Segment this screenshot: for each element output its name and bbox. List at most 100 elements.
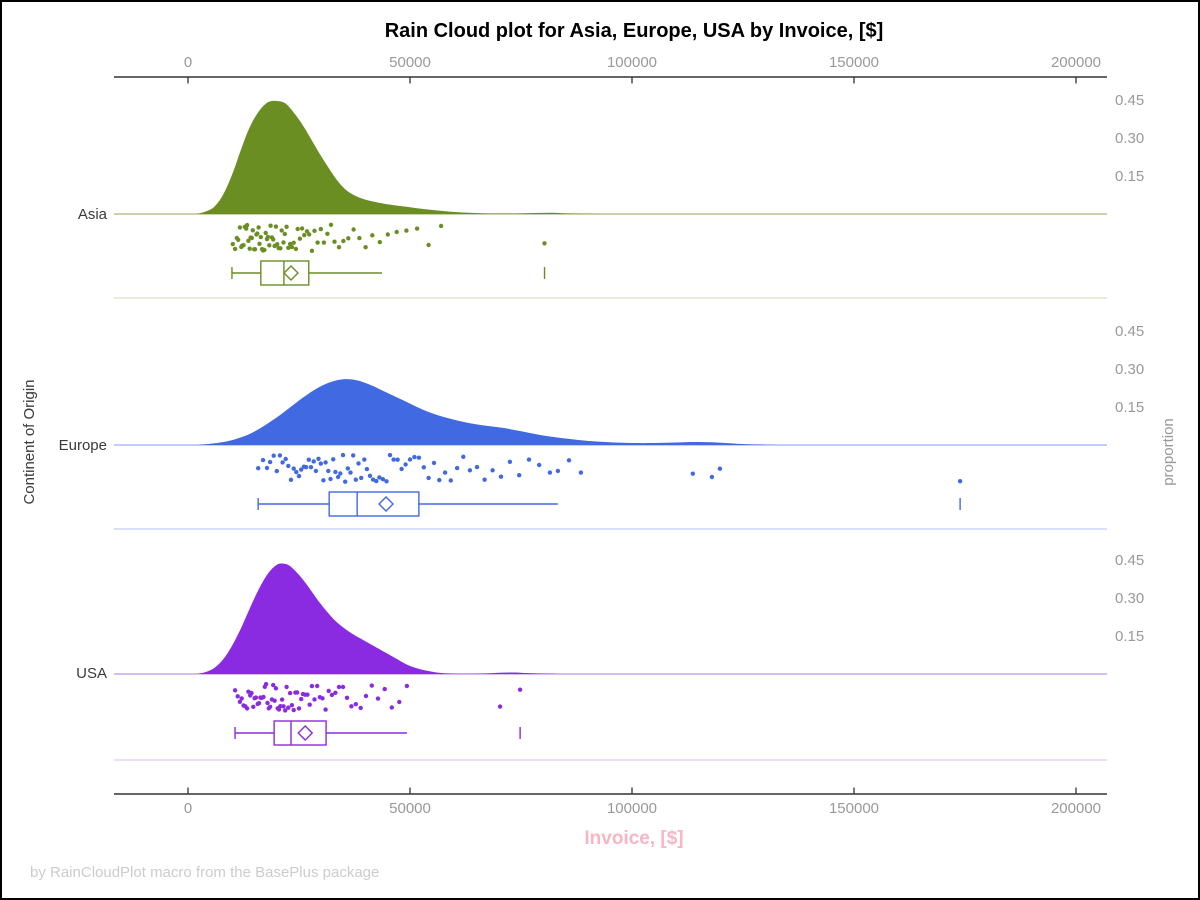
rain-point	[271, 237, 276, 242]
rain-point	[244, 226, 249, 231]
rain-point	[235, 694, 240, 699]
rain-point	[335, 474, 341, 480]
rain-point	[256, 225, 261, 230]
rain-point	[333, 469, 338, 475]
rain-point	[331, 457, 336, 462]
rain-point	[267, 243, 272, 248]
proportion-tick-europe-015: 0.15	[1115, 399, 1145, 416]
box-plot-usa	[234, 720, 521, 746]
x-axis-top-tick-150000: 150000	[828, 54, 880, 71]
rain-point	[318, 461, 323, 466]
rain-point	[426, 242, 431, 248]
rain-point	[274, 468, 279, 474]
rain-point	[263, 230, 268, 236]
density-area-europe	[196, 379, 783, 445]
rain-point	[321, 240, 327, 245]
rain-point	[293, 246, 299, 252]
rain-point	[364, 466, 370, 472]
rain-point	[325, 231, 330, 236]
rain-point	[323, 707, 328, 712]
category-label-usa: USA	[76, 665, 107, 682]
rain-point	[348, 470, 353, 475]
rain-point	[340, 684, 346, 690]
rain-point	[313, 468, 319, 474]
rain-point	[271, 453, 276, 458]
rain-point	[308, 465, 314, 470]
rain-point	[482, 477, 487, 482]
rain-point	[278, 704, 283, 709]
rain-point	[359, 475, 364, 481]
rain-point	[389, 705, 394, 710]
proportion-tick-usa-015: 0.15	[1115, 628, 1145, 645]
rain-point	[431, 460, 437, 466]
x-axis-title: Invoice, [$]	[584, 828, 684, 849]
rain-point	[237, 225, 243, 230]
rain-point	[357, 235, 362, 241]
rain-point	[526, 457, 532, 462]
rain-point	[382, 686, 387, 692]
proportion-tick-europe-045: 0.45	[1115, 323, 1145, 340]
rain-point	[258, 234, 263, 240]
rain-point	[295, 690, 300, 695]
rain-point	[302, 232, 307, 238]
rain-point	[321, 478, 326, 483]
rain-point	[280, 460, 285, 465]
rain-point	[249, 235, 255, 241]
rain-point	[363, 245, 368, 250]
y2-axis-title: proportion	[1160, 418, 1177, 486]
rain-point	[279, 228, 284, 233]
rain-point	[690, 471, 695, 476]
rain-point	[323, 460, 328, 465]
rain-point	[267, 459, 273, 465]
rain-point	[261, 694, 266, 700]
rain-point	[351, 227, 356, 232]
rain-point	[249, 690, 254, 696]
rain-point	[498, 474, 504, 479]
rain-point	[312, 228, 317, 233]
rain-point	[267, 704, 273, 709]
rain-point	[281, 704, 286, 709]
rain-point	[244, 222, 250, 228]
rain-point	[286, 705, 291, 710]
panel-asia	[114, 100, 1107, 299]
proportion-tick-usa-045: 0.45	[1115, 552, 1145, 569]
rain-point	[299, 467, 304, 472]
rain-point	[247, 246, 252, 251]
rain-point	[283, 708, 288, 713]
x-axis-bottom-tick-0: 0	[183, 800, 193, 817]
rain-point	[340, 452, 346, 458]
rain-point	[315, 240, 320, 245]
rain-point	[391, 457, 396, 462]
proportion-tick-asia-015: 0.15	[1115, 168, 1145, 185]
rain-point	[537, 462, 542, 468]
rain-point	[353, 702, 358, 707]
rain-point	[241, 243, 246, 248]
mean-diamond	[378, 496, 395, 512]
rain-point	[281, 240, 286, 245]
rain-point	[358, 705, 363, 711]
rain-point	[377, 239, 382, 245]
rain-point	[288, 477, 294, 482]
rain-point	[256, 701, 262, 706]
rain-point	[497, 704, 503, 709]
rain-point	[356, 461, 361, 466]
rain-point	[438, 223, 444, 229]
x-axis-top-tick-200000: 200000	[1050, 54, 1102, 71]
rain-point	[282, 231, 287, 237]
rain-point	[507, 459, 513, 464]
rain-point	[344, 695, 350, 700]
rain-point	[437, 477, 442, 483]
rain-point	[380, 477, 386, 482]
rain-point	[395, 457, 400, 462]
rain-point	[304, 229, 310, 234]
rain-point	[273, 686, 279, 691]
rain-point	[255, 231, 260, 236]
rain-point	[279, 697, 285, 702]
rain-point	[295, 226, 300, 232]
box-plot-europe	[257, 491, 961, 517]
rain-point	[273, 224, 279, 229]
rain-point	[256, 466, 261, 471]
rain-point	[296, 473, 302, 479]
rain-point	[328, 222, 334, 227]
